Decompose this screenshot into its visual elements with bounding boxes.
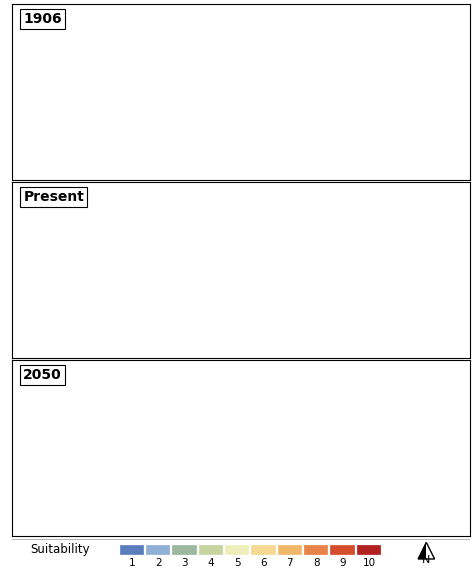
- Bar: [146, 545, 170, 555]
- Bar: [329, 545, 354, 555]
- Bar: [356, 545, 380, 555]
- Polygon shape: [417, 543, 426, 559]
- Text: 2050: 2050: [23, 368, 62, 382]
- Bar: [224, 545, 249, 555]
- Text: 8: 8: [312, 558, 319, 568]
- Text: N: N: [421, 555, 430, 565]
- Text: 10: 10: [362, 558, 375, 568]
- Text: 7: 7: [286, 558, 293, 568]
- Text: Present: Present: [23, 190, 84, 204]
- Text: 1: 1: [129, 558, 135, 568]
- Bar: [119, 545, 144, 555]
- Text: Suitability: Suitability: [30, 543, 89, 556]
- Text: 6: 6: [260, 558, 266, 568]
- Text: 4: 4: [207, 558, 214, 568]
- Text: 1906: 1906: [23, 12, 62, 26]
- Text: 3: 3: [181, 558, 188, 568]
- Bar: [303, 545, 327, 555]
- Text: 9: 9: [338, 558, 345, 568]
- Text: 5: 5: [233, 558, 240, 568]
- Bar: [277, 545, 301, 555]
- Bar: [198, 545, 223, 555]
- Bar: [172, 545, 196, 555]
- Text: 2: 2: [155, 558, 161, 568]
- Bar: [251, 545, 275, 555]
